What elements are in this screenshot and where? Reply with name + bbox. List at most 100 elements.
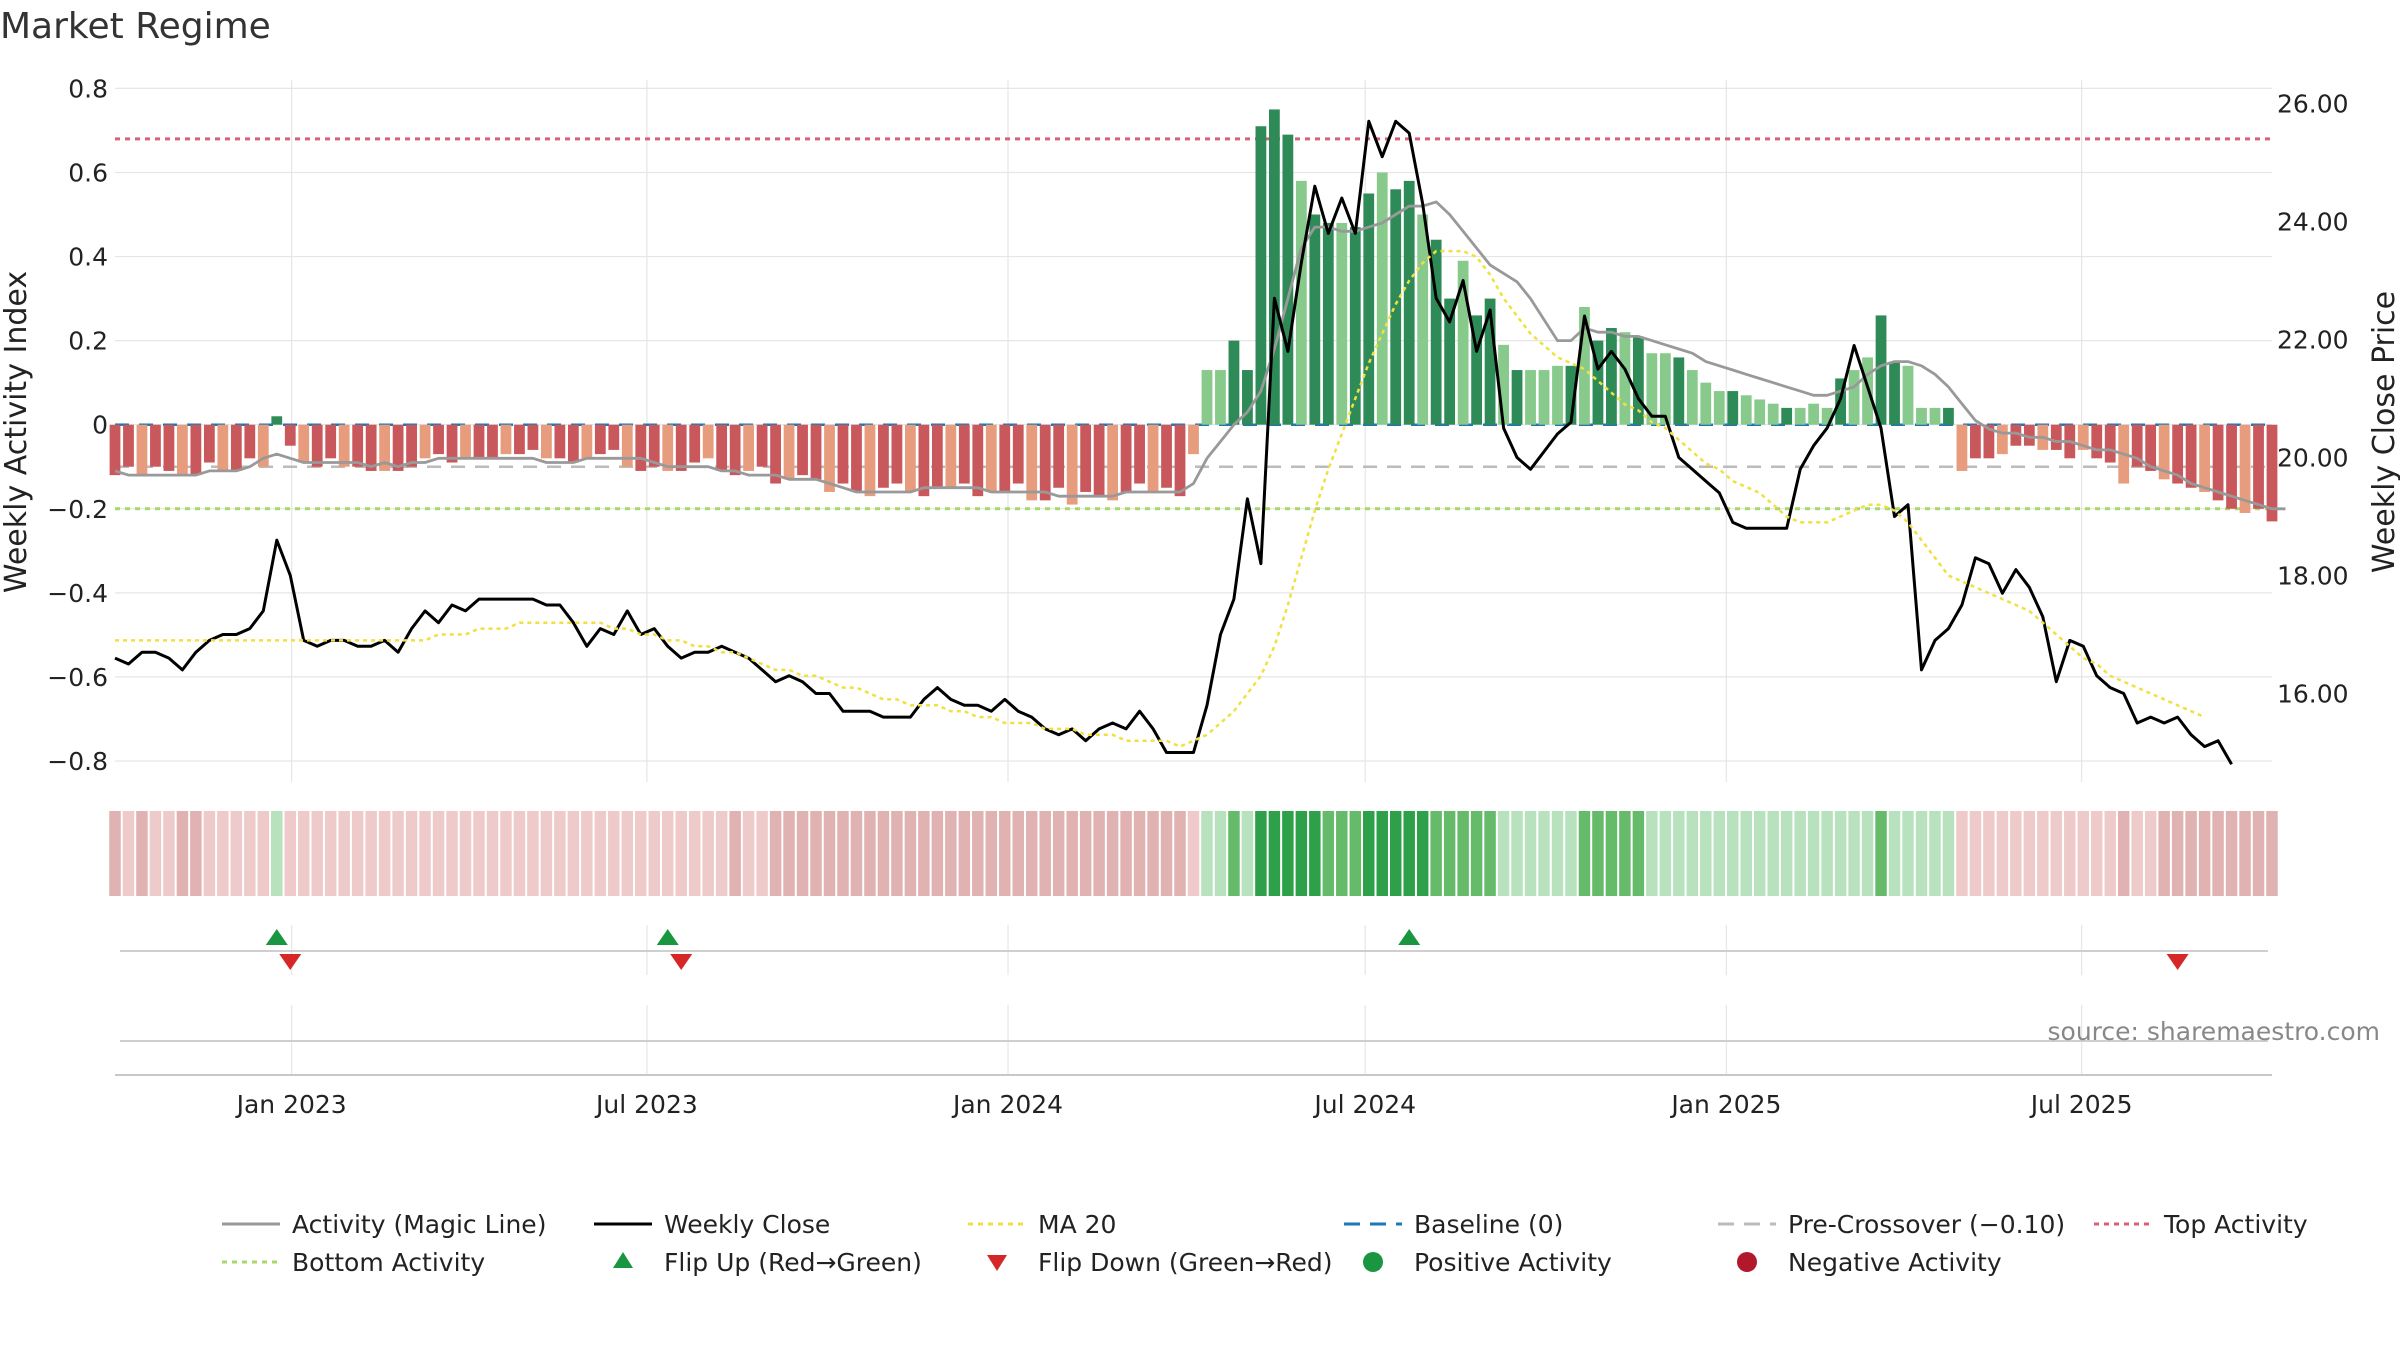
activity-bar (958, 424, 970, 484)
activity-bar (756, 424, 768, 467)
regime-cell (2010, 811, 2022, 896)
regime-cell (500, 811, 512, 896)
y-right-tick-label: 16.00 (2277, 680, 2349, 709)
flip-up-marker (656, 929, 679, 945)
regime-cell (122, 811, 135, 896)
regime-cell (2023, 811, 2036, 896)
activity-bar (2185, 424, 2197, 488)
regime-cell (1565, 811, 1577, 896)
legend-label: Activity (Magic Line) (292, 1210, 546, 1239)
regime-cell (1174, 811, 1186, 896)
regime-cell (999, 811, 1011, 896)
activity-bar (1336, 222, 1348, 425)
activity-bar (1053, 424, 1065, 488)
regime-cell (392, 811, 404, 896)
regime-cell (1187, 811, 1200, 896)
y-right-tick-label: 22.00 (2277, 326, 2349, 355)
regime-cell (1902, 811, 1914, 896)
regime-cell (769, 811, 782, 896)
regime-cell (783, 811, 795, 896)
activity-bar (1579, 306, 1590, 425)
activity-bar (1215, 370, 1226, 425)
activity-bar (1592, 340, 1604, 425)
activity-bar (1781, 407, 1793, 425)
regime-cell (486, 811, 499, 896)
x-tick-label: Jan 2024 (951, 1090, 1063, 1119)
regime-cell (1039, 811, 1051, 896)
legend: Activity (Magic Line) Weekly Close MA 20 Ba… (222, 1210, 2308, 1277)
activity-bar (2145, 424, 2157, 471)
activity-bar (1471, 315, 1482, 425)
regime-cell (527, 811, 539, 896)
activity-bar (985, 424, 997, 492)
legend-item: Top Activity (2094, 1210, 2308, 1239)
activity-bar (621, 424, 633, 467)
activity-bar (810, 424, 822, 480)
activity-bar (2172, 424, 2184, 484)
activity-bar (1902, 365, 1914, 425)
regime-cell (2077, 811, 2090, 896)
activity-bar (257, 424, 269, 467)
regime-cell (1255, 811, 1267, 896)
regime-cell (311, 811, 323, 896)
activity-bar (230, 424, 242, 471)
activity-bar (123, 424, 134, 467)
activity-bar (1403, 180, 1415, 425)
regime-cell (284, 811, 296, 896)
activity-bar (1511, 370, 1523, 425)
activity-bar (1538, 370, 1550, 425)
regime-cell (1511, 811, 1523, 896)
regime-cell (1363, 811, 1375, 896)
activity-bar (500, 424, 512, 455)
activity-bar (999, 424, 1011, 492)
regime-cell (661, 811, 674, 896)
axes: 0.8 0.6 0.4 0.2 0 −0.2 −0.4 −0.6 −0.8 26.00 24.00 2… (47, 74, 2348, 1119)
activity-bar (1242, 370, 1253, 425)
activity-bar (2104, 424, 2116, 463)
activity-bar (1767, 403, 1779, 425)
regime-cell (1929, 811, 1941, 896)
regime-cell (1942, 811, 1955, 896)
regime-cell (1457, 811, 1469, 896)
activity-bar (487, 424, 498, 459)
activity-bar (702, 424, 714, 459)
activity-bar (1794, 407, 1806, 425)
activity-bar (2050, 424, 2062, 450)
activity-bar (1201, 370, 1213, 425)
flip-up-marker (1398, 929, 1421, 945)
regime-cell (1443, 811, 1456, 896)
activity-bar (1673, 357, 1685, 425)
activity-bar (1363, 193, 1375, 425)
legend-swatch (987, 1255, 1007, 1271)
activity-bar (1821, 407, 1833, 425)
regime-cell (742, 811, 755, 896)
regime-cell (729, 811, 741, 896)
grid-layer (115, 80, 2272, 1075)
regime-cell (1619, 811, 1631, 896)
legend-swatch (613, 1252, 633, 1268)
regime-cell (2144, 811, 2157, 896)
activity-bar (298, 424, 310, 463)
regime-cell (351, 811, 364, 896)
regime-cell (1120, 811, 1132, 896)
y-left-tick-label: 0 (92, 411, 108, 440)
activity-bar (581, 424, 593, 459)
activity-bar (945, 424, 957, 488)
regime-cell (554, 811, 566, 896)
regime-cell (2158, 811, 2170, 896)
regime-cell (715, 811, 728, 896)
series-lines (114, 119, 2286, 766)
regime-cell (1700, 811, 1712, 896)
regime-cell (1416, 811, 1429, 896)
activity-bar (1727, 391, 1739, 425)
regime-cell (230, 811, 243, 896)
legend-item: MA 20 (968, 1210, 1116, 1239)
regime-cell (1079, 811, 1092, 896)
activity-bar (1228, 340, 1240, 425)
activity-bar (1552, 365, 1563, 425)
regime-cell (837, 811, 849, 896)
regime-cell (608, 811, 620, 896)
regime-cell (1861, 811, 1874, 896)
activity-bar (1632, 336, 1644, 425)
activity-bar (1188, 424, 1199, 455)
